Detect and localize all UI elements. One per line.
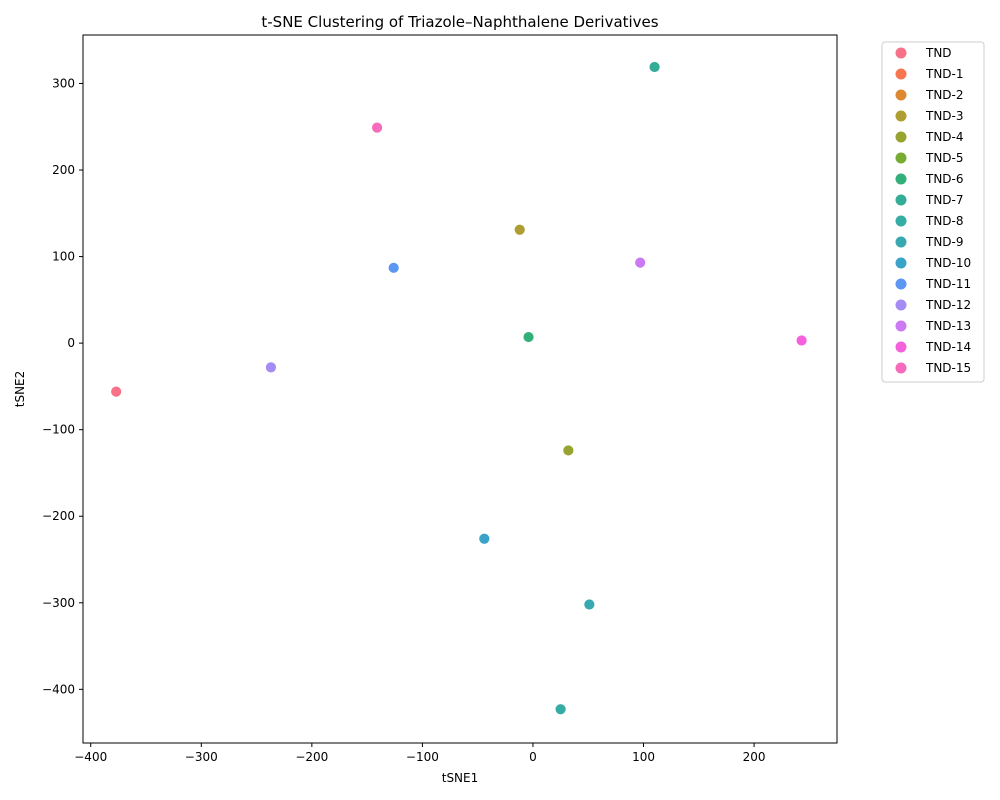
legend-marker: [895, 47, 907, 59]
legend-entry-label: TND-4: [925, 130, 964, 144]
legend-marker: [895, 341, 907, 353]
legend-entry-label: TND-15: [925, 361, 971, 375]
legend-entry-label: TND-8: [925, 214, 964, 228]
data-point: [513, 223, 526, 236]
x-tick-label: 100: [632, 750, 655, 764]
y-tick-label: −300: [42, 596, 75, 610]
points-layer: [110, 61, 808, 716]
legend-entry-label: TND-1: [925, 67, 964, 81]
legend-entry-label: TND-3: [925, 109, 964, 123]
legend-marker: [895, 257, 907, 269]
y-tick-label: −100: [42, 423, 75, 437]
y-axis-label: tSNE2: [13, 371, 27, 408]
legend-entry-label: TND-2: [925, 88, 964, 102]
legend-marker: [895, 68, 907, 80]
data-point: [795, 334, 808, 347]
data-point: [110, 385, 123, 398]
x-tick-label: −100: [406, 750, 439, 764]
legend-marker: [895, 110, 907, 122]
legend-marker: [895, 131, 907, 143]
y-tick-label: 100: [52, 250, 75, 264]
chart-title: t-SNE Clustering of Triazole–Naphthalene…: [261, 13, 658, 31]
x-axis-ticks: −400 −300 −200 −100 0 100 200: [74, 743, 766, 764]
legend-entry-label: TND: [925, 46, 952, 60]
legend-entry-label: TND-11: [925, 277, 971, 291]
legend-marker: [895, 215, 907, 227]
legend-entry-label: TND-13: [925, 319, 971, 333]
legend-marker: [895, 194, 907, 206]
data-point: [478, 532, 491, 545]
legend-marker: [895, 173, 907, 185]
x-tick-label: 0: [529, 750, 537, 764]
legend-entry-label: TND-6: [925, 172, 964, 186]
y-tick-label: −200: [42, 509, 75, 523]
data-point: [634, 256, 647, 269]
legend: TND TND-1 TND-2 TND-3 TND-4 TND-5 TND-6 TND-7 TN…: [881, 41, 985, 383]
legend-entry-label: TND-7: [925, 193, 964, 207]
legend-marker: [895, 236, 907, 248]
legend-frame: [881, 41, 985, 383]
plot-area: [83, 35, 837, 743]
x-axis-label: tSNE1: [442, 771, 479, 785]
data-point: [554, 703, 567, 716]
legend-marker: [895, 299, 907, 311]
legend-marker: [895, 320, 907, 332]
data-point: [371, 121, 383, 134]
y-tick-label: −400: [42, 682, 75, 696]
data-point: [522, 331, 535, 343]
x-tick-label: −300: [185, 750, 218, 764]
plot-frame: [82, 34, 838, 744]
legend-marker: [895, 152, 907, 164]
data-point: [387, 261, 400, 274]
legend-entry-label: TND-10: [925, 256, 971, 270]
legend-entry-label: TND-12: [925, 298, 971, 312]
x-tick-label: −400: [74, 750, 107, 764]
legend-marker: [895, 362, 907, 374]
data-point: [562, 444, 575, 457]
legend-entry-label: TND-5: [925, 151, 964, 165]
x-tick-label: 200: [743, 750, 766, 764]
y-tick-label: 200: [52, 163, 75, 177]
x-tick-label: −200: [295, 750, 328, 764]
legend-marker: [895, 89, 907, 101]
y-axis-ticks: −400 −300 −200 −100 0 100 200 300: [42, 76, 83, 696]
legend-entry-label: TND-14: [925, 340, 971, 354]
y-tick-label: 0: [67, 336, 75, 350]
legend-entry-label: TND-9: [925, 235, 964, 249]
data-point: [583, 598, 596, 611]
y-tick-label: 300: [52, 76, 75, 90]
data-point: [648, 61, 661, 73]
legend-marker: [895, 278, 907, 290]
data-point: [265, 361, 277, 374]
